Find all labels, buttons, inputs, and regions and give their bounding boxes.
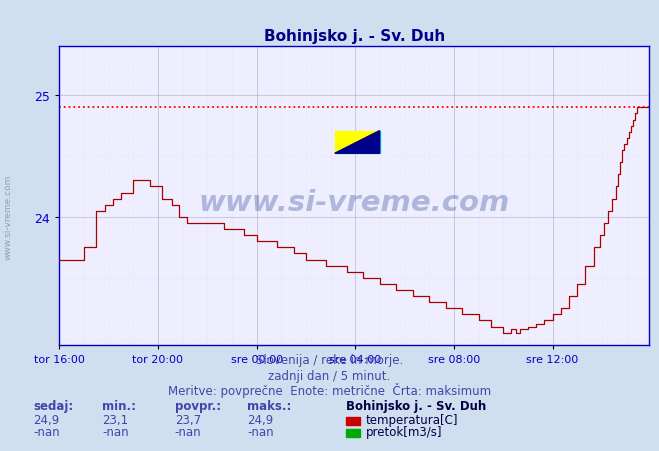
- Text: 24,9: 24,9: [247, 413, 273, 426]
- Text: www.si-vreme.com: www.si-vreme.com: [3, 174, 13, 259]
- Text: -nan: -nan: [33, 425, 59, 438]
- Text: -nan: -nan: [175, 425, 201, 438]
- Text: temperatura[C]: temperatura[C]: [366, 413, 458, 426]
- Text: maks.:: maks.:: [247, 400, 291, 413]
- Text: Meritve: povprečne  Enote: metrične  Črta: maksimum: Meritve: povprečne Enote: metrične Črta:…: [168, 382, 491, 398]
- Text: Bohinjsko j. - Sv. Duh: Bohinjsko j. - Sv. Duh: [346, 400, 486, 413]
- Polygon shape: [335, 131, 380, 154]
- Text: min.:: min.:: [102, 400, 136, 413]
- Text: pretok[m3/s]: pretok[m3/s]: [366, 425, 442, 438]
- Text: zadnji dan / 5 minut.: zadnji dan / 5 minut.: [268, 369, 391, 382]
- Title: Bohinjsko j. - Sv. Duh: Bohinjsko j. - Sv. Duh: [264, 28, 445, 43]
- Text: -nan: -nan: [102, 425, 129, 438]
- Polygon shape: [335, 131, 380, 154]
- Polygon shape: [335, 131, 380, 154]
- Text: sedaj:: sedaj:: [33, 400, 73, 413]
- Text: 23,1: 23,1: [102, 413, 129, 426]
- Text: povpr.:: povpr.:: [175, 400, 221, 413]
- Text: www.si-vreme.com: www.si-vreme.com: [198, 188, 510, 216]
- Text: -nan: -nan: [247, 425, 273, 438]
- Text: Slovenija / reke in morje.: Slovenija / reke in morje.: [256, 353, 403, 366]
- Text: 24,9: 24,9: [33, 413, 59, 426]
- Text: 23,7: 23,7: [175, 413, 201, 426]
